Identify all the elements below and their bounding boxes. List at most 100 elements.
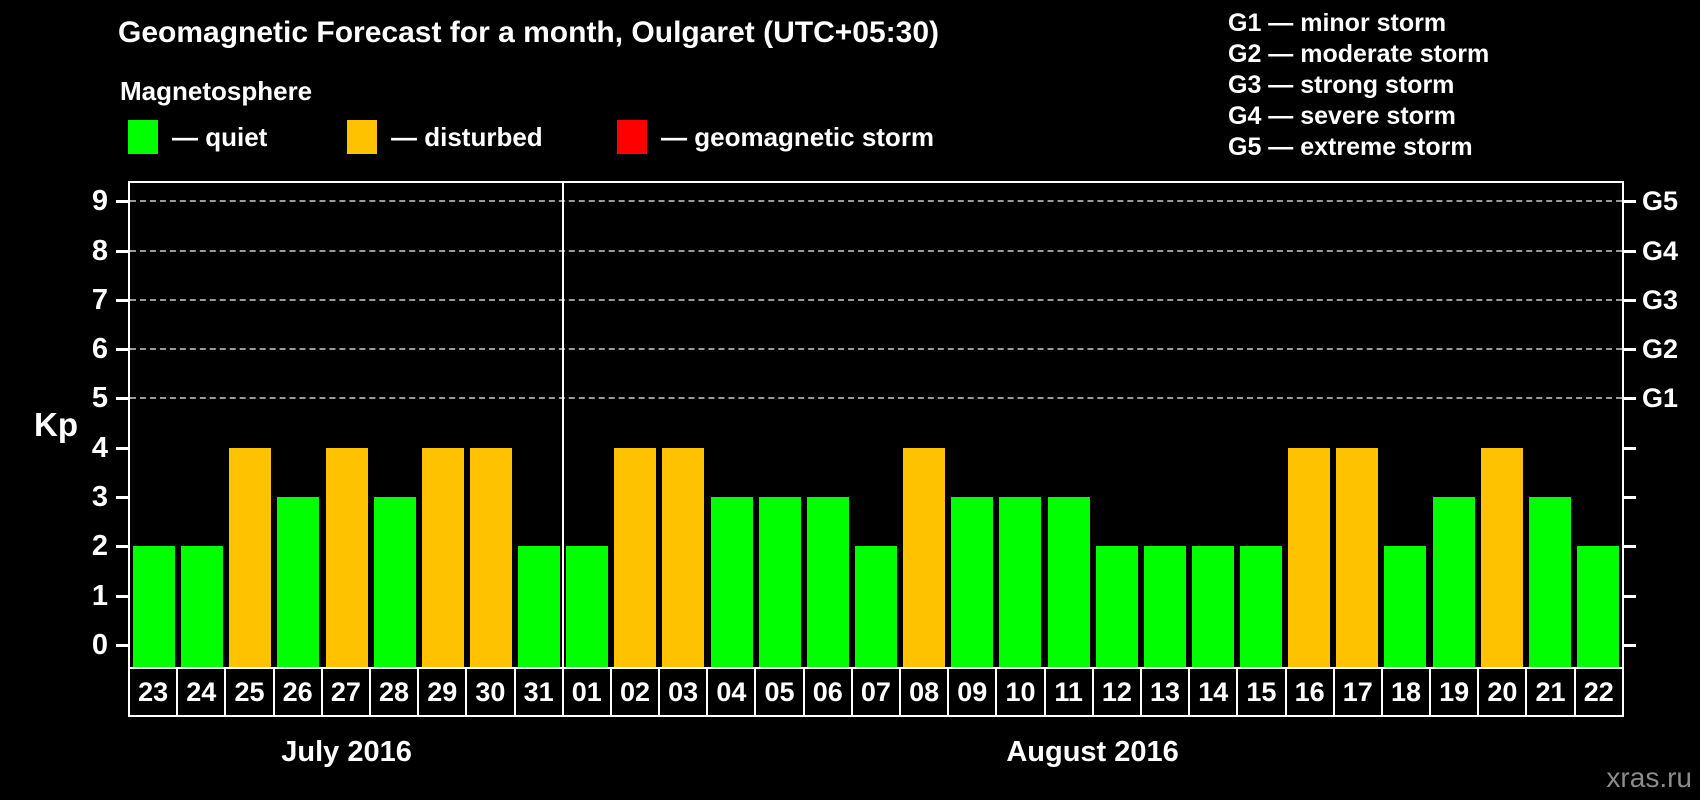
y-axis-tick-right: [1624, 298, 1636, 302]
kp-bar: [325, 447, 368, 667]
y-tick-label: 7: [91, 283, 108, 316]
kp-bar: [1240, 546, 1283, 667]
day-label: 15: [1236, 669, 1284, 715]
day-label: 27: [320, 669, 369, 715]
y-axis-tick-right: [1624, 348, 1636, 352]
kp-bar: [1047, 496, 1090, 667]
day-label: 11: [1043, 669, 1092, 715]
month-separator: [562, 183, 565, 667]
y-axis-tick-right: [1624, 594, 1636, 598]
day-label: 05: [754, 669, 802, 715]
kp-bar: [1432, 496, 1475, 667]
kp-bar: [903, 447, 946, 667]
kp-bar: [999, 496, 1042, 667]
watermark: xras.ru: [1606, 762, 1692, 793]
kp-bar: [1576, 546, 1619, 667]
g-legend-row-g3: G3 — strong storm: [1228, 71, 1455, 99]
y-axis-tick-right: [1624, 495, 1636, 499]
legend-item-quiet: — quiet: [128, 120, 267, 154]
kp-bar: [1528, 496, 1571, 667]
y-tick-label: 2: [91, 530, 108, 563]
day-label: 12: [1091, 669, 1140, 715]
day-label: 26: [272, 669, 321, 715]
day-label: 14: [1188, 669, 1236, 715]
kp-bar: [373, 496, 416, 667]
day-label: 07: [850, 669, 899, 715]
kp-bar: [469, 447, 512, 667]
day-label: 21: [1525, 669, 1573, 715]
day-label: 10: [995, 669, 1043, 715]
plot-area: [128, 181, 1624, 669]
day-label: 20: [1477, 669, 1525, 715]
g-legend-row-g5: G5 — extreme storm: [1228, 133, 1473, 161]
day-label: 04: [706, 669, 754, 715]
y-axis-title: Kp: [34, 406, 78, 443]
y-axis-tick: [116, 495, 128, 499]
g-legend-row-g1: G1 — minor storm: [1228, 9, 1447, 37]
kp-bar: [1288, 447, 1331, 667]
y-axis-tick: [116, 249, 128, 253]
kp-bar: [855, 546, 897, 667]
y-tick-label: 9: [91, 185, 108, 218]
y-axis-tick: [116, 643, 128, 647]
day-label: 09: [947, 669, 995, 715]
kp-bar: [806, 496, 849, 667]
day-axis: 23 24 25 26 27 28 29 30 31 01 02 03 04 05 06 07 08 09 10 11…: [128, 667, 1624, 717]
day-label: 29: [417, 669, 465, 715]
y-tick-label: 1: [91, 579, 108, 612]
y-axis-tick-right: [1624, 643, 1636, 647]
kp-bar: [1336, 447, 1379, 667]
day-label: 23: [138, 676, 169, 707]
y-axis-tick-right: [1624, 397, 1636, 401]
day-label: 16: [1284, 669, 1333, 715]
kp-bar: [277, 496, 320, 667]
kp-bar: [181, 546, 224, 667]
day-label: 01: [561, 669, 610, 715]
y-axis-tick: [116, 446, 128, 450]
day-label: 17: [1332, 669, 1381, 715]
magnetosphere-legend: — quiet — disturbed — geomagnetic storm: [0, 120, 1100, 160]
day-label: 08: [899, 669, 947, 715]
month-label: July 2016: [281, 736, 412, 768]
gridline: [130, 200, 1622, 203]
day-label: 30: [465, 669, 513, 715]
kp-bar: [710, 496, 753, 667]
storm-color-swatch: [617, 120, 647, 154]
g-axis-label: G5: [1642, 186, 1679, 217]
g-axis-label: G4: [1642, 235, 1679, 266]
gridline: [130, 397, 1622, 400]
y-axis-tick: [116, 397, 128, 401]
legend-item-disturbed: — disturbed: [347, 120, 543, 154]
day-label: 24: [176, 669, 224, 715]
g-scale-legend: G1 — minor storm G2 — moderate storm G3 …: [1228, 8, 1489, 163]
kp-bar: [758, 496, 801, 667]
kp-bar: [1384, 546, 1427, 667]
gridline: [130, 298, 1622, 301]
kp-bar: [1143, 546, 1186, 667]
kp-bar: [518, 546, 561, 667]
y-tick-label: 6: [91, 333, 108, 366]
y-axis-tick-right: [1624, 200, 1636, 204]
kp-bar: [421, 447, 464, 667]
day-label: 28: [368, 669, 417, 715]
month-label: August 2016: [1006, 736, 1179, 768]
kp-bar: [662, 447, 705, 667]
y-tick-label: 3: [91, 480, 108, 513]
legend-item-label: — quiet: [172, 121, 268, 152]
y-tick-label: 8: [91, 234, 108, 267]
y-axis-tick-right: [1624, 446, 1636, 450]
kp-bar: [229, 447, 272, 667]
legend-item-label: — geomagnetic storm: [661, 121, 935, 152]
disturbed-color-swatch: [347, 120, 377, 154]
y-axis-tick: [116, 594, 128, 598]
kp-bar: [133, 546, 176, 667]
magnetosphere-label: Magnetosphere: [120, 76, 313, 106]
day-label: 03: [658, 669, 706, 715]
kp-bar: [566, 546, 609, 667]
gridline: [130, 348, 1622, 351]
kp-bar: [1191, 546, 1234, 667]
y-axis-tick: [116, 200, 128, 204]
g-legend-row-g4: G4 — severe storm: [1228, 102, 1456, 130]
y-tick-label: 0: [91, 628, 108, 661]
